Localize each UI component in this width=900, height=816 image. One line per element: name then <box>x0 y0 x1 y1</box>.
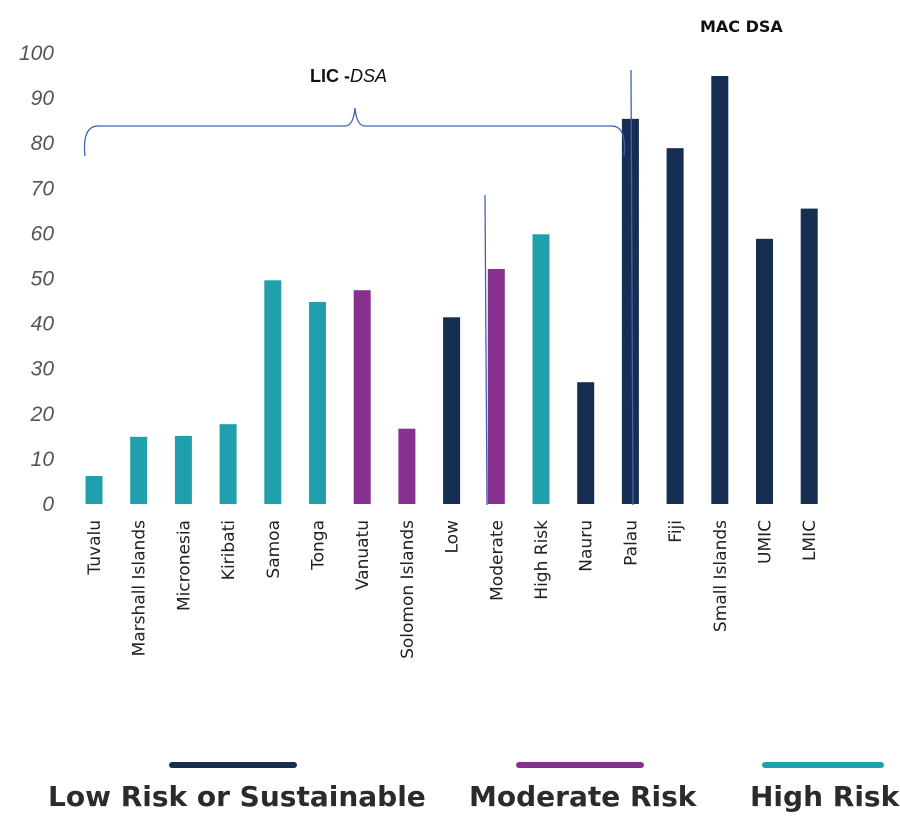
y-tick-label: 20 <box>30 403 55 426</box>
bar <box>443 317 461 504</box>
x-tick-label: Kiribati <box>219 520 239 580</box>
bar <box>309 301 326 504</box>
legend-line-moderate <box>516 762 644 768</box>
bar <box>621 118 639 504</box>
x-tick-label: Marshall Islands <box>130 520 150 657</box>
lic-dsa-label: LIC -DSA <box>310 66 387 86</box>
bar <box>264 280 282 504</box>
group-separator-line <box>484 194 488 506</box>
bar <box>532 234 550 504</box>
y-tick-label: 10 <box>31 448 55 471</box>
y-tick-label: 30 <box>31 358 55 381</box>
bar <box>85 476 103 504</box>
bar <box>711 76 729 504</box>
x-tick-label: Palau <box>621 520 641 566</box>
x-tick-label: High Risk <box>532 520 552 600</box>
x-tick-label: Low <box>443 520 463 554</box>
y-tick-label: 100 <box>19 42 54 65</box>
x-tick-label: LMIC <box>800 520 820 561</box>
bar <box>577 382 595 504</box>
x-tick-label: Fiji <box>666 520 686 543</box>
y-tick-label: 90 <box>31 87 55 110</box>
mac-separator-line <box>630 69 634 506</box>
legend-label-moderate: Moderate Risk <box>469 780 697 813</box>
x-tick-label: Samoa <box>264 520 284 579</box>
legend-label-low: Low Risk or Sustainable <box>48 780 426 813</box>
debt-risk-bar-chart: 0 10 20 30 40 50 60 70 80 90 100 Tuvalu Marshall Is… <box>19 17 820 659</box>
y-tick-label: 40 <box>31 313 55 336</box>
annotations: LIC -DSA MAC DSA <box>83 17 783 506</box>
bar <box>174 435 192 504</box>
x-tick-label: Moderate <box>487 520 507 601</box>
x-tick-label: Vanuatu <box>353 520 373 590</box>
bars <box>85 76 818 504</box>
y-tick-label: 0 <box>42 493 54 516</box>
bar <box>398 428 416 504</box>
bar <box>353 290 371 504</box>
bar <box>666 148 684 504</box>
x-tick-label: Micronesia <box>174 520 194 611</box>
bar <box>219 424 237 504</box>
x-tick-label: Tuvalu <box>85 520 105 576</box>
x-tick-label: Tonga <box>309 520 329 571</box>
x-tick-label: Solomon Islands <box>398 520 418 659</box>
x-axis: Tuvalu Marshall Islands Micronesia Kiribati… <box>85 520 820 659</box>
bar <box>800 208 818 504</box>
y-tick-label: 60 <box>31 222 55 245</box>
legend-label-high: High Risk <box>750 780 900 813</box>
bar <box>756 238 773 504</box>
legend-line-low <box>169 762 297 768</box>
lic-dsa-brace <box>83 107 626 157</box>
x-tick-label: Small Islands <box>711 520 731 632</box>
mac-dsa-label: MAC DSA <box>700 17 783 36</box>
bar <box>130 436 148 504</box>
x-tick-label: Nauru <box>577 520 597 572</box>
y-tick-label: 80 <box>31 132 55 155</box>
y-axis: 0 10 20 30 40 50 60 70 80 90 100 <box>19 42 54 516</box>
y-tick-label: 50 <box>31 268 55 291</box>
y-tick-label: 70 <box>31 177 55 200</box>
legend: Low Risk or Sustainable Moderate Risk Hi… <box>0 750 900 816</box>
bar <box>487 269 505 504</box>
x-tick-label: UMIC <box>756 520 776 564</box>
legend-line-high <box>762 762 884 768</box>
